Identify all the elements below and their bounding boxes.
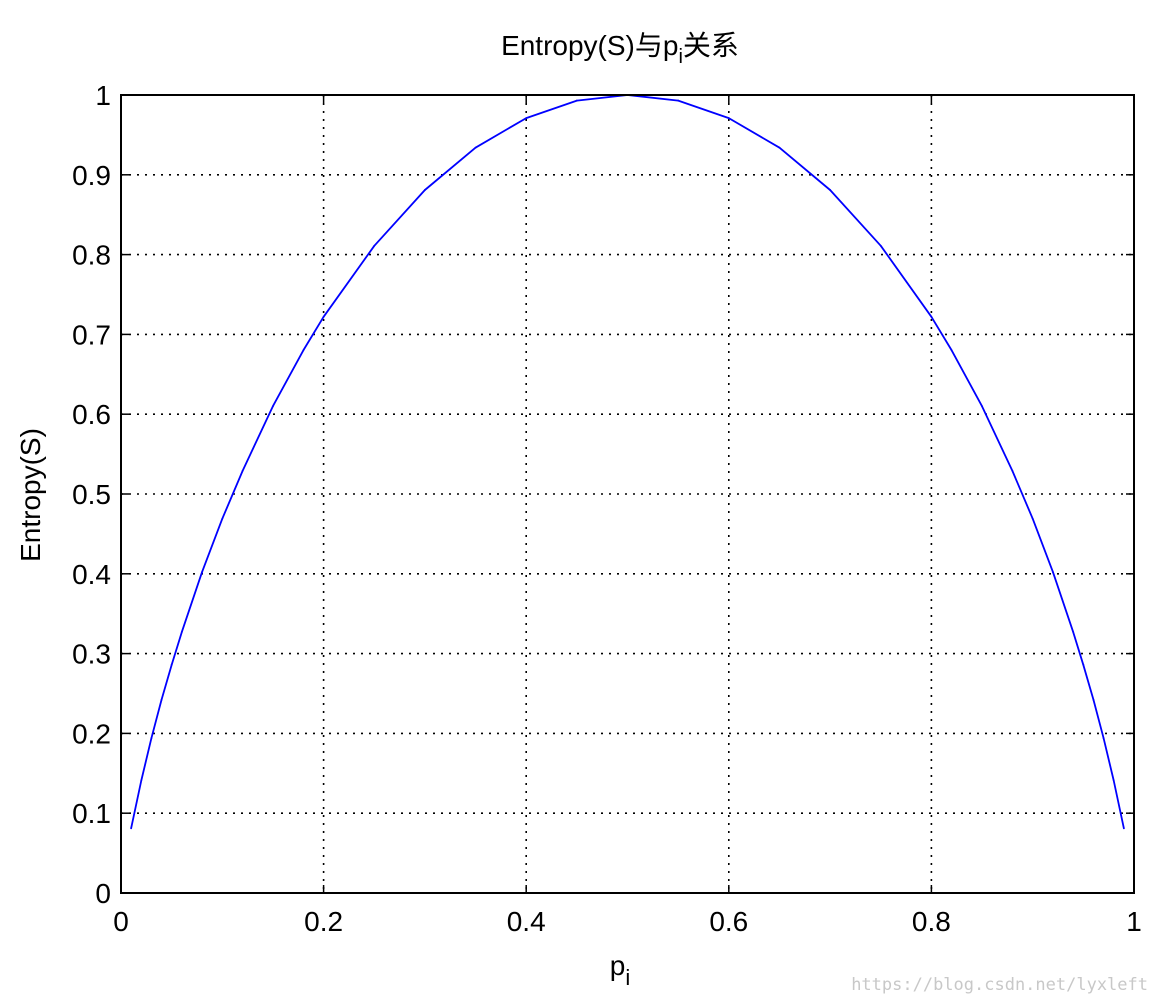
x-tick-label: 0.4	[507, 906, 546, 937]
data-point	[1082, 663, 1085, 666]
y-tick-label: 0.4	[72, 559, 111, 590]
y-tick-label: 0	[95, 878, 111, 909]
data-point	[272, 405, 274, 408]
y-tick-label: 0.1	[72, 798, 111, 829]
data-point	[373, 244, 376, 247]
data-point	[1102, 737, 1105, 740]
data-point	[778, 146, 781, 149]
data-point	[180, 631, 183, 633]
data-point	[525, 117, 528, 120]
data-point	[302, 349, 305, 352]
x-tick-label: 0	[113, 906, 129, 937]
y-tick-label: 0.9	[72, 160, 111, 191]
data-point	[1011, 469, 1014, 472]
data-point	[1122, 827, 1125, 830]
data-point	[322, 315, 325, 318]
data-point	[1052, 571, 1054, 574]
data-point	[424, 189, 426, 191]
data-point	[575, 99, 578, 102]
x-tick-label: 0.6	[709, 906, 748, 937]
data-point	[201, 571, 203, 574]
data-point	[130, 827, 133, 830]
x-tick-label: 1	[1126, 906, 1142, 937]
plot-frame	[120, 94, 1135, 894]
chart-title: Entropy(S)与pi关系	[501, 30, 739, 68]
data-point	[1031, 517, 1034, 520]
x-tick-label: 0.8	[912, 906, 951, 937]
data-point	[160, 698, 163, 701]
data-point	[150, 737, 153, 740]
data-point	[930, 315, 933, 318]
data-point	[677, 99, 680, 102]
data-point	[241, 469, 244, 472]
data-point	[221, 517, 224, 520]
y-axis-label: Entropy(S)	[15, 428, 46, 562]
data-point	[1092, 698, 1095, 701]
y-tick-label: 0.6	[72, 399, 111, 430]
y-tick-label: 0.8	[72, 240, 111, 271]
y-tick-label: 0.7	[72, 319, 111, 350]
data-point	[170, 663, 173, 666]
y-tick-label: 0.3	[72, 639, 111, 670]
data-point	[829, 189, 831, 191]
data-point	[727, 117, 730, 120]
data-point	[1072, 631, 1075, 633]
y-tick-label: 1	[95, 80, 111, 111]
data-point	[1112, 779, 1115, 782]
ticks-layer: 0 0.2 0.4 0.6 0.8 1 0 0.1 0.2 0.3 0.4 0.5 0.6 0.7 0.8 0…	[72, 80, 1142, 937]
data-point	[981, 405, 983, 408]
x-tick-label: 0.2	[304, 906, 343, 937]
data-point	[474, 146, 477, 149]
y-tick-label: 0.2	[72, 718, 111, 749]
grid-layer	[121, 95, 1134, 893]
watermark-text: https://blog.csdn.net/lyxleft	[851, 975, 1148, 995]
data-point	[879, 244, 882, 247]
y-tick-label: 0.5	[72, 479, 111, 510]
data-point	[950, 349, 953, 352]
x-axis-label: pi	[610, 950, 630, 990]
data-point	[140, 779, 143, 782]
